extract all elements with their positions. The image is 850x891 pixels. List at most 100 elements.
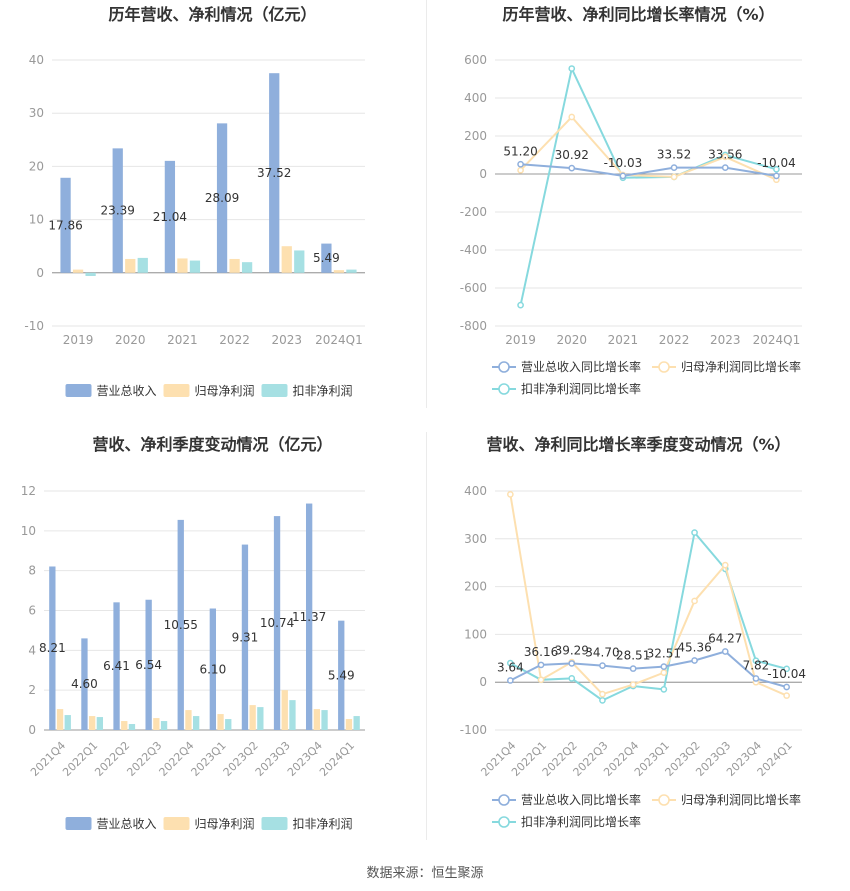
bar-1 bbox=[241, 544, 249, 730]
legend-swatch[interactable] bbox=[261, 384, 288, 397]
legend-label[interactable]: 归母净利润 bbox=[195, 817, 255, 831]
bar-3 bbox=[137, 257, 148, 273]
point-2 bbox=[691, 597, 698, 605]
legend-swatch[interactable] bbox=[163, 817, 190, 830]
y-tick-label: 12 bbox=[21, 484, 36, 498]
data-label: -10.03 bbox=[604, 156, 643, 170]
legend-label[interactable]: 营业总收入同比增长率 bbox=[521, 359, 641, 374]
bar-2 bbox=[125, 258, 136, 273]
y-tick-label: 0 bbox=[28, 723, 36, 737]
legend-label[interactable]: 归母净利润同比增长率 bbox=[681, 792, 801, 807]
bar-3 bbox=[192, 716, 200, 730]
data-label: 5.49 bbox=[313, 251, 340, 265]
bar-1 bbox=[321, 243, 332, 273]
point-1 bbox=[568, 164, 576, 172]
point-2 bbox=[670, 173, 678, 181]
series-line-2 bbox=[519, 115, 777, 181]
data-label: 45.36 bbox=[677, 641, 711, 655]
legend-label[interactable]: 营业总收入 bbox=[97, 384, 157, 398]
legend-label[interactable]: 归母净利润 bbox=[195, 384, 255, 398]
bar-3 bbox=[289, 700, 296, 730]
point-1 bbox=[568, 660, 576, 667]
chart-title: 营收、净利同比增长率季度变动情况（%） bbox=[486, 435, 790, 454]
x-tick-label: 2020 bbox=[115, 333, 146, 347]
legend-swatch[interactable] bbox=[261, 817, 288, 830]
y-tick-label: 4 bbox=[28, 643, 36, 657]
legend-marker[interactable] bbox=[658, 361, 670, 373]
point-3 bbox=[507, 659, 514, 667]
bar-2 bbox=[56, 709, 64, 730]
bar-2 bbox=[249, 705, 256, 730]
point-3 bbox=[660, 686, 668, 693]
y-tick-label: 20 bbox=[29, 159, 44, 173]
bar-2 bbox=[121, 721, 128, 730]
data-label: 33.52 bbox=[657, 148, 691, 162]
point-2 bbox=[568, 113, 576, 121]
bar-2 bbox=[345, 719, 353, 730]
x-tick-label: 2024Q1 bbox=[753, 333, 801, 347]
x-tick-label: 2023 bbox=[271, 333, 302, 347]
bar-2 bbox=[185, 710, 192, 730]
legend-marker[interactable] bbox=[658, 794, 670, 806]
x-tick-label: 2019 bbox=[63, 333, 94, 347]
point-2 bbox=[721, 561, 729, 569]
y-tick-label: 400 bbox=[464, 91, 487, 105]
bar-1 bbox=[145, 599, 152, 730]
point-2 bbox=[517, 166, 524, 174]
x-tick-label: 2021 bbox=[608, 333, 639, 347]
legend-label[interactable]: 扣非净利润 bbox=[293, 384, 353, 398]
legend-marker[interactable] bbox=[498, 383, 510, 395]
legend-swatch[interactable] bbox=[163, 384, 190, 397]
legend-label[interactable]: 营业总收入 bbox=[97, 817, 157, 831]
legend-label[interactable]: 归母净利润同比增长率 bbox=[681, 359, 801, 374]
chart-2: 历年营收、净利同比增长率情况（%） -800 -600 -400 -200 0 200 400… bbox=[460, 5, 802, 396]
chart-4: 营收、净利同比增长率季度变动情况（%）-10001002003004002021… bbox=[460, 435, 806, 829]
point-1 bbox=[537, 661, 545, 669]
legend-label[interactable]: 扣非净利润同比增长率 bbox=[521, 381, 641, 396]
data-label: 34.70 bbox=[585, 646, 619, 660]
point-2 bbox=[721, 153, 729, 161]
x-tick-label: 2023 bbox=[710, 333, 741, 347]
bar-1 bbox=[273, 516, 281, 730]
legend-swatch[interactable] bbox=[65, 384, 92, 397]
bar-1 bbox=[49, 566, 56, 730]
data-label: 7.82 bbox=[743, 658, 770, 672]
data-label: 28.51 bbox=[616, 649, 650, 663]
bar-1 bbox=[60, 177, 71, 273]
y-tick-label: 200 bbox=[464, 580, 487, 594]
data-label: 6.54 bbox=[135, 658, 162, 672]
point-2 bbox=[629, 681, 637, 688]
data-source-note: 数据来源：恒生聚源 bbox=[366, 866, 484, 881]
bar-1 bbox=[112, 148, 123, 273]
bar-1 bbox=[164, 160, 176, 273]
point-3 bbox=[783, 665, 790, 673]
y-tick-label: 200 bbox=[464, 129, 487, 143]
legend-swatch[interactable] bbox=[65, 817, 92, 830]
legend-marker[interactable] bbox=[498, 361, 510, 373]
legend-label[interactable]: 扣非净利润 bbox=[293, 817, 353, 831]
legend-label[interactable]: 营业总收入同比增长率 bbox=[521, 792, 641, 807]
point-1 bbox=[721, 164, 729, 171]
legend-marker[interactable] bbox=[498, 794, 510, 806]
data-label: 39.29 bbox=[555, 643, 589, 657]
data-label: 37.52 bbox=[257, 166, 291, 180]
data-label: 10.55 bbox=[164, 618, 198, 632]
bar-3 bbox=[189, 260, 201, 273]
point-3 bbox=[599, 697, 606, 704]
bar-2 bbox=[88, 716, 96, 730]
legend-marker[interactable] bbox=[498, 816, 510, 828]
x-tick-label: 2020 bbox=[556, 333, 587, 347]
y-tick-label: -100 bbox=[460, 723, 487, 737]
vertical-divider-top bbox=[426, 0, 427, 408]
legend-label[interactable]: 扣非净利润同比增长率 bbox=[521, 814, 641, 829]
y-tick-label: 300 bbox=[464, 532, 487, 546]
y-tick-label: 0 bbox=[36, 266, 44, 280]
vertical-divider-bottom bbox=[426, 432, 427, 840]
bar-3 bbox=[160, 721, 168, 730]
point-1 bbox=[752, 675, 760, 682]
y-tick-label: 30 bbox=[29, 106, 44, 120]
data-label: 3.64 bbox=[497, 660, 524, 674]
point-3 bbox=[568, 675, 576, 682]
data-label: 8.21 bbox=[39, 641, 66, 655]
bar-3 bbox=[85, 272, 96, 276]
